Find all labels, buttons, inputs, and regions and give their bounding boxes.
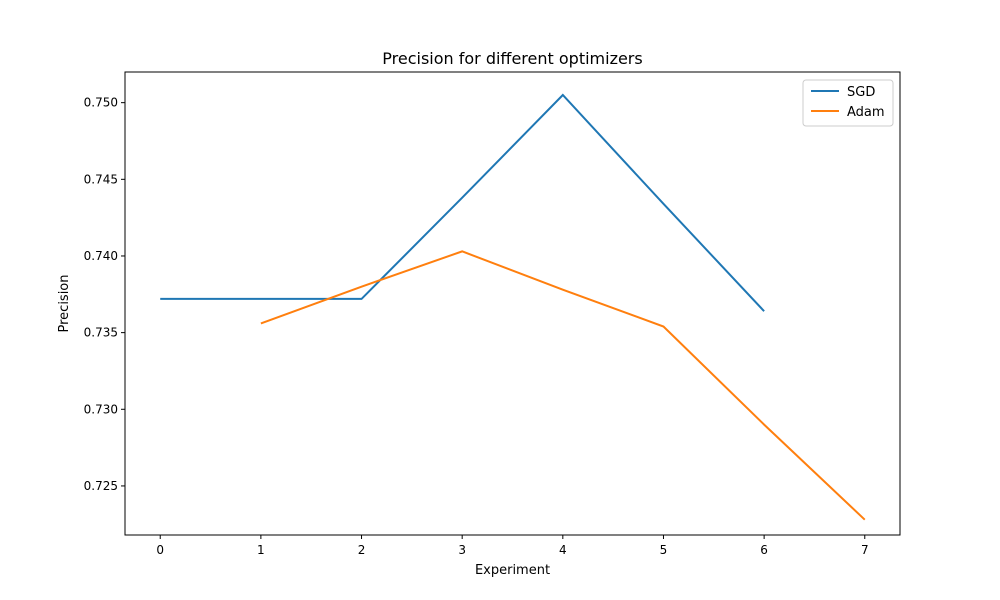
- chart-title: Precision for different optimizers: [382, 49, 642, 68]
- x-tick-label: 6: [760, 543, 768, 557]
- legend-label-sgd: SGD: [847, 85, 875, 100]
- legend: SGD Adam: [802, 79, 894, 127]
- series-line-adam: [260, 250, 866, 521]
- y-tick-label: 0.740: [84, 249, 118, 263]
- x-tick-label: 1: [257, 543, 265, 557]
- x-axis-label: Experiment: [475, 563, 550, 578]
- y-tick-label: 0.745: [84, 172, 118, 186]
- x-tick-label: 3: [458, 543, 466, 557]
- x-tick-label: 0: [156, 543, 164, 557]
- y-axis: 0.725 0.730 0.735 0.740 0.745 0.750: [84, 96, 125, 493]
- legend-label-adam: Adam: [847, 105, 885, 120]
- x-tick-label: 7: [861, 543, 869, 557]
- y-tick-label: 0.735: [84, 326, 118, 340]
- x-tick-label: 4: [559, 543, 567, 557]
- plot-frame: [124, 71, 901, 536]
- y-axis-label: Precision: [57, 274, 72, 332]
- x-tick-label: 5: [660, 543, 668, 557]
- y-tick-label: 0.730: [84, 402, 118, 416]
- y-tick-label: 0.725: [84, 479, 118, 493]
- series-line-sgd: [160, 93, 765, 312]
- x-tick-label: 2: [358, 543, 366, 557]
- series-layer: [160, 93, 866, 521]
- x-axis: 0 1 2 3 4 5 6 7: [156, 535, 869, 557]
- plot-area: [124, 71, 901, 536]
- y-tick-label: 0.750: [84, 96, 118, 110]
